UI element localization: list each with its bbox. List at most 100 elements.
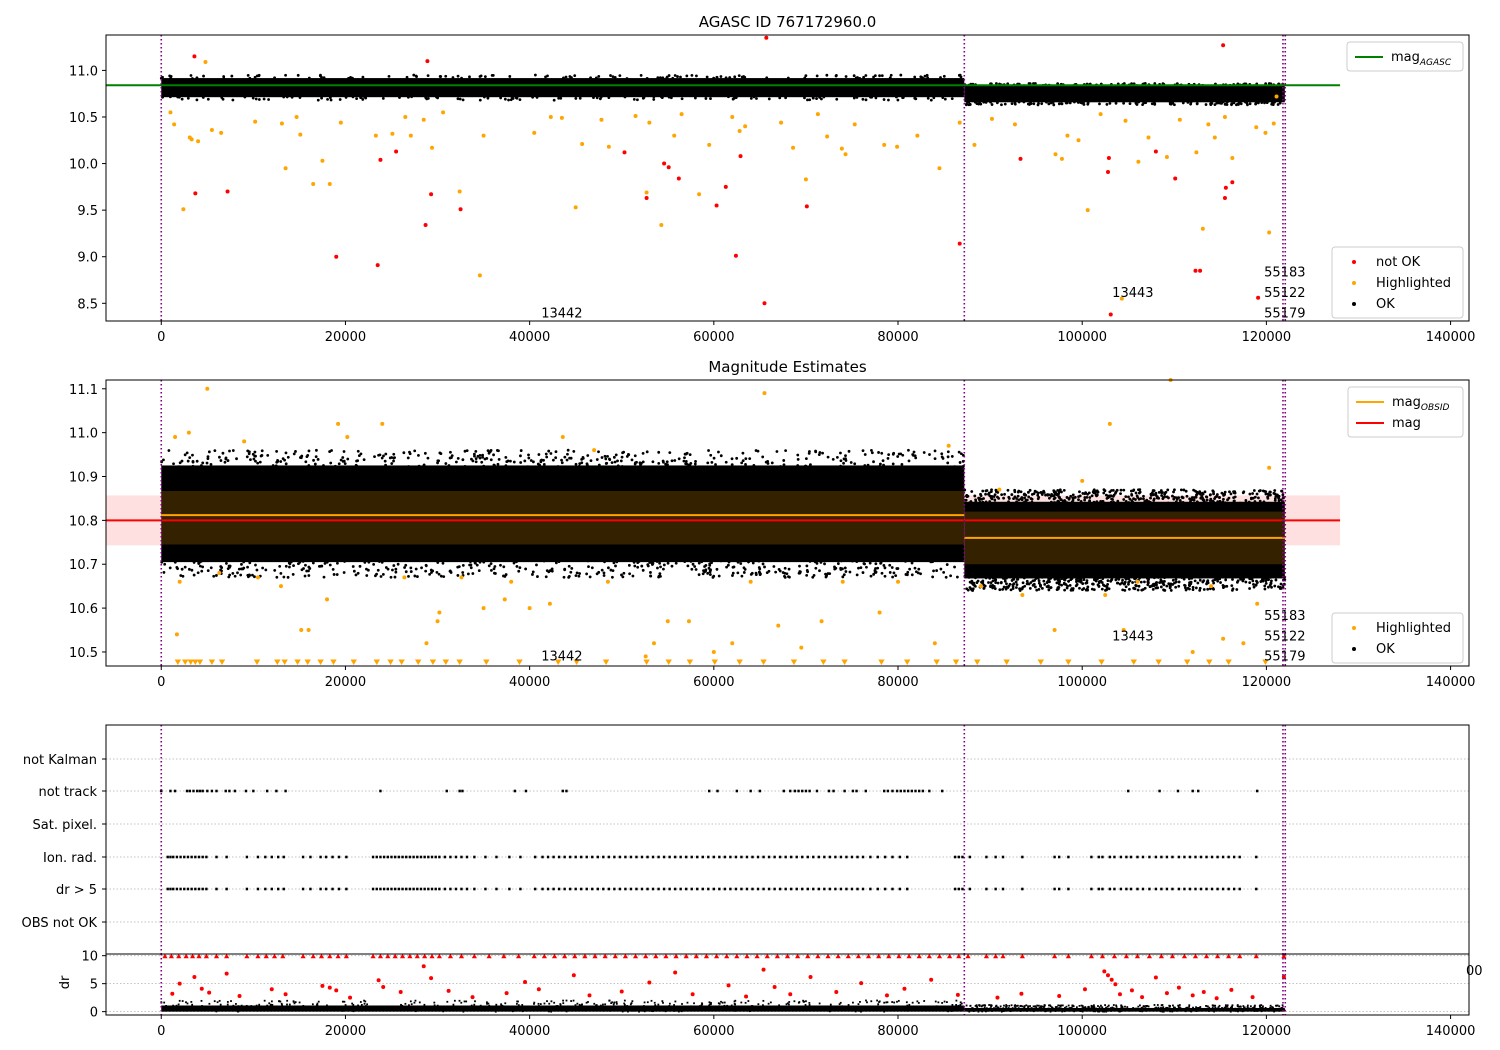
ok-point xyxy=(595,458,599,461)
ok-point xyxy=(298,96,302,99)
ok-point xyxy=(206,569,210,573)
ok-point xyxy=(1168,586,1172,590)
flag-point xyxy=(596,855,599,859)
ok-point xyxy=(704,563,708,567)
ok-point xyxy=(895,95,898,99)
flag-point xyxy=(324,887,328,891)
ok-point xyxy=(175,1004,178,1007)
flag-point xyxy=(382,887,386,891)
ok-point xyxy=(430,1007,433,1009)
ok-point xyxy=(1259,1005,1261,1008)
ok-point xyxy=(502,565,506,569)
flag-point xyxy=(205,855,208,859)
ok-point xyxy=(922,451,926,454)
ok-point xyxy=(585,572,589,576)
ok-point xyxy=(477,569,481,573)
ok-point xyxy=(463,449,467,453)
ok-point xyxy=(652,95,656,99)
flag-point xyxy=(696,887,699,891)
ok-point xyxy=(1242,577,1245,581)
ok-point xyxy=(252,457,256,461)
ok-point xyxy=(752,463,756,467)
ok-point xyxy=(562,1002,565,1005)
ok-point xyxy=(290,95,294,99)
ok-point xyxy=(483,75,487,79)
ok-point xyxy=(687,1005,690,1008)
ok-point xyxy=(1242,575,1245,579)
y-tick-label: 10.7 xyxy=(69,558,98,573)
flag-point xyxy=(1210,887,1214,891)
ok-point xyxy=(1205,495,1209,499)
ok-point xyxy=(615,1008,617,1011)
flag-point xyxy=(749,789,752,793)
ok-point xyxy=(893,1001,896,1004)
ok-point xyxy=(1217,1006,1220,1008)
flag-row-label: OBS not OK xyxy=(22,916,98,931)
ok-point xyxy=(497,449,500,453)
ok-point xyxy=(1269,493,1272,497)
flag-point xyxy=(629,887,633,891)
ok-point xyxy=(442,575,446,579)
flag-point xyxy=(1188,887,1192,891)
ok-point xyxy=(1079,1010,1082,1012)
ok-point xyxy=(919,572,922,576)
chart-title: AGASC ID 767172960.0 xyxy=(699,13,877,31)
ok-point xyxy=(1246,103,1249,107)
ok-point xyxy=(301,559,305,563)
ok-point xyxy=(524,567,528,571)
ok-point xyxy=(496,462,500,466)
ok-point xyxy=(611,569,615,572)
ok-point xyxy=(662,1001,664,1004)
ok-point xyxy=(785,1006,788,1009)
data-point xyxy=(1129,988,1134,993)
ok-point xyxy=(1153,102,1157,106)
ok-point xyxy=(900,462,904,466)
data-point xyxy=(744,994,749,999)
ok-point xyxy=(323,1008,326,1011)
ok-point xyxy=(470,1004,473,1007)
ok-point xyxy=(969,587,973,591)
ok-point xyxy=(1085,579,1089,583)
ok-point xyxy=(1127,501,1131,504)
ok-point xyxy=(188,1007,191,1010)
ok-point xyxy=(643,1001,646,1004)
ok-point xyxy=(188,456,192,460)
highlighted-clipped-marker xyxy=(274,659,281,666)
ok-point xyxy=(578,572,581,575)
ok-point xyxy=(1144,1007,1147,1009)
ok-point xyxy=(1088,496,1092,499)
ok-point xyxy=(328,563,332,567)
ok-point xyxy=(674,1000,677,1003)
ok-point xyxy=(1237,103,1240,106)
ok-point xyxy=(1036,1004,1039,1007)
ok-point xyxy=(1231,1007,1233,1010)
data-point xyxy=(177,579,182,584)
flag-point xyxy=(337,855,341,859)
ok-point xyxy=(880,74,884,78)
ok-point xyxy=(1042,579,1046,583)
ok-point xyxy=(1159,578,1163,582)
ok-point xyxy=(1263,1008,1266,1011)
dr-clipped-marker xyxy=(531,953,537,959)
ok-point xyxy=(1057,1004,1060,1007)
ok-point xyxy=(999,1008,1001,1011)
ok-point xyxy=(818,1002,821,1005)
ok-point xyxy=(857,566,860,570)
ok-point xyxy=(1108,101,1112,105)
ok-point xyxy=(1163,495,1167,499)
ok-point xyxy=(1220,1008,1223,1010)
ok-point xyxy=(316,1005,319,1008)
ok-point xyxy=(1000,103,1003,107)
ok-point xyxy=(1083,498,1087,502)
ok-point xyxy=(197,562,201,566)
ok-point xyxy=(1277,499,1281,503)
ok-point xyxy=(226,1001,229,1003)
ok-point xyxy=(564,75,568,79)
ok-point xyxy=(1231,1004,1234,1007)
ok-point xyxy=(1218,1004,1221,1007)
ok-point xyxy=(1165,1006,1168,1009)
ok-point xyxy=(447,465,451,469)
flag-point xyxy=(460,855,463,859)
ok-point xyxy=(906,1009,909,1012)
ok-point xyxy=(1171,583,1175,586)
